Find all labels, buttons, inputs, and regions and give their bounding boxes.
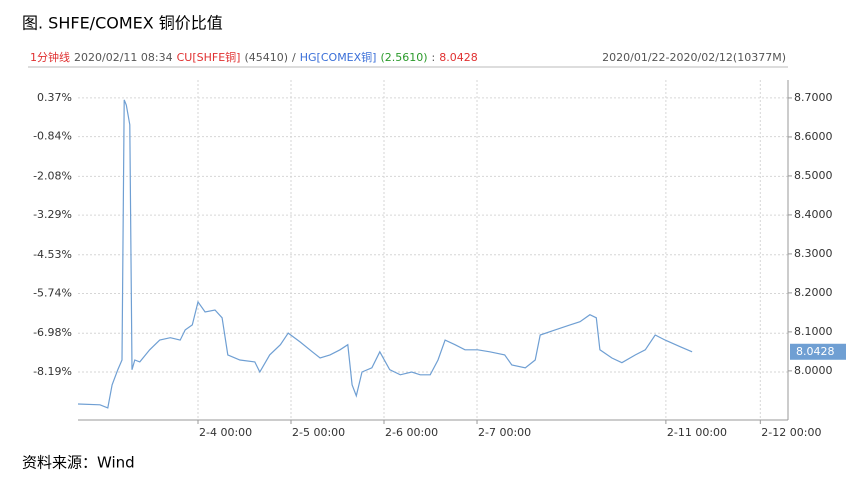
y2-tick-label: 8.4000 [794, 208, 833, 221]
y2-tick-label: 8.6000 [794, 130, 833, 143]
y-tick-label: 0.37% [37, 91, 72, 104]
series-line [77, 99, 693, 409]
info-item: 2020/02/11 08:34 [74, 51, 173, 64]
y-tick-label: -2.08% [33, 169, 72, 182]
y-tick-label: -8.19% [33, 365, 72, 378]
y2-tick-label: 8.5000 [794, 169, 833, 182]
info-item: : [432, 51, 436, 64]
y2-tick-label: 8.7000 [794, 91, 833, 104]
y-tick-label: -4.53% [33, 248, 72, 261]
last-value-label: 8.0428 [796, 345, 835, 358]
x-tick-label: 2-5 00:00 [292, 426, 345, 439]
y2-tick-label: 8.0000 [794, 364, 833, 377]
info-item: 8.0428 [439, 51, 478, 64]
info-item: (2.5610) [380, 51, 427, 64]
info-bar: 1分钟线 2020/02/11 08:34 CU[SHFE铜] (45410) / HG[… [30, 50, 478, 64]
x-tick-label: 2-4 00:00 [199, 426, 252, 439]
chart-title: 图. SHFE/COMEX 铜价比值 [22, 14, 223, 33]
y-tick-label: -0.84% [33, 130, 72, 143]
y-tick-label: -5.74% [33, 287, 72, 300]
y-tick-label: -6.98% [33, 326, 72, 339]
info-item: / [292, 51, 296, 64]
source: 资料来源：Wind [22, 454, 135, 472]
y-tick-label: -3.29% [33, 208, 72, 221]
x-tick-label: 2-12 00:00 [761, 426, 821, 439]
x-tick-label: 2-11 00:00 [667, 426, 727, 439]
info-item: (45410) [244, 51, 288, 64]
info-item: 1分钟线 [30, 50, 70, 64]
y2-tick-label: 8.2000 [794, 286, 833, 299]
y2-tick-label: 8.1000 [794, 325, 833, 338]
x-tick-label: 2-7 00:00 [478, 426, 531, 439]
info-item: HG[COMEX铜] [300, 50, 377, 64]
last-value-tag [790, 343, 846, 360]
date-range: 2020/01/22-2020/02/12(10377M) [602, 51, 786, 64]
info-item: CU[SHFE铜] [177, 50, 241, 64]
y2-tick-label: 8.3000 [794, 247, 833, 260]
x-tick-label: 2-6 00:00 [385, 426, 438, 439]
